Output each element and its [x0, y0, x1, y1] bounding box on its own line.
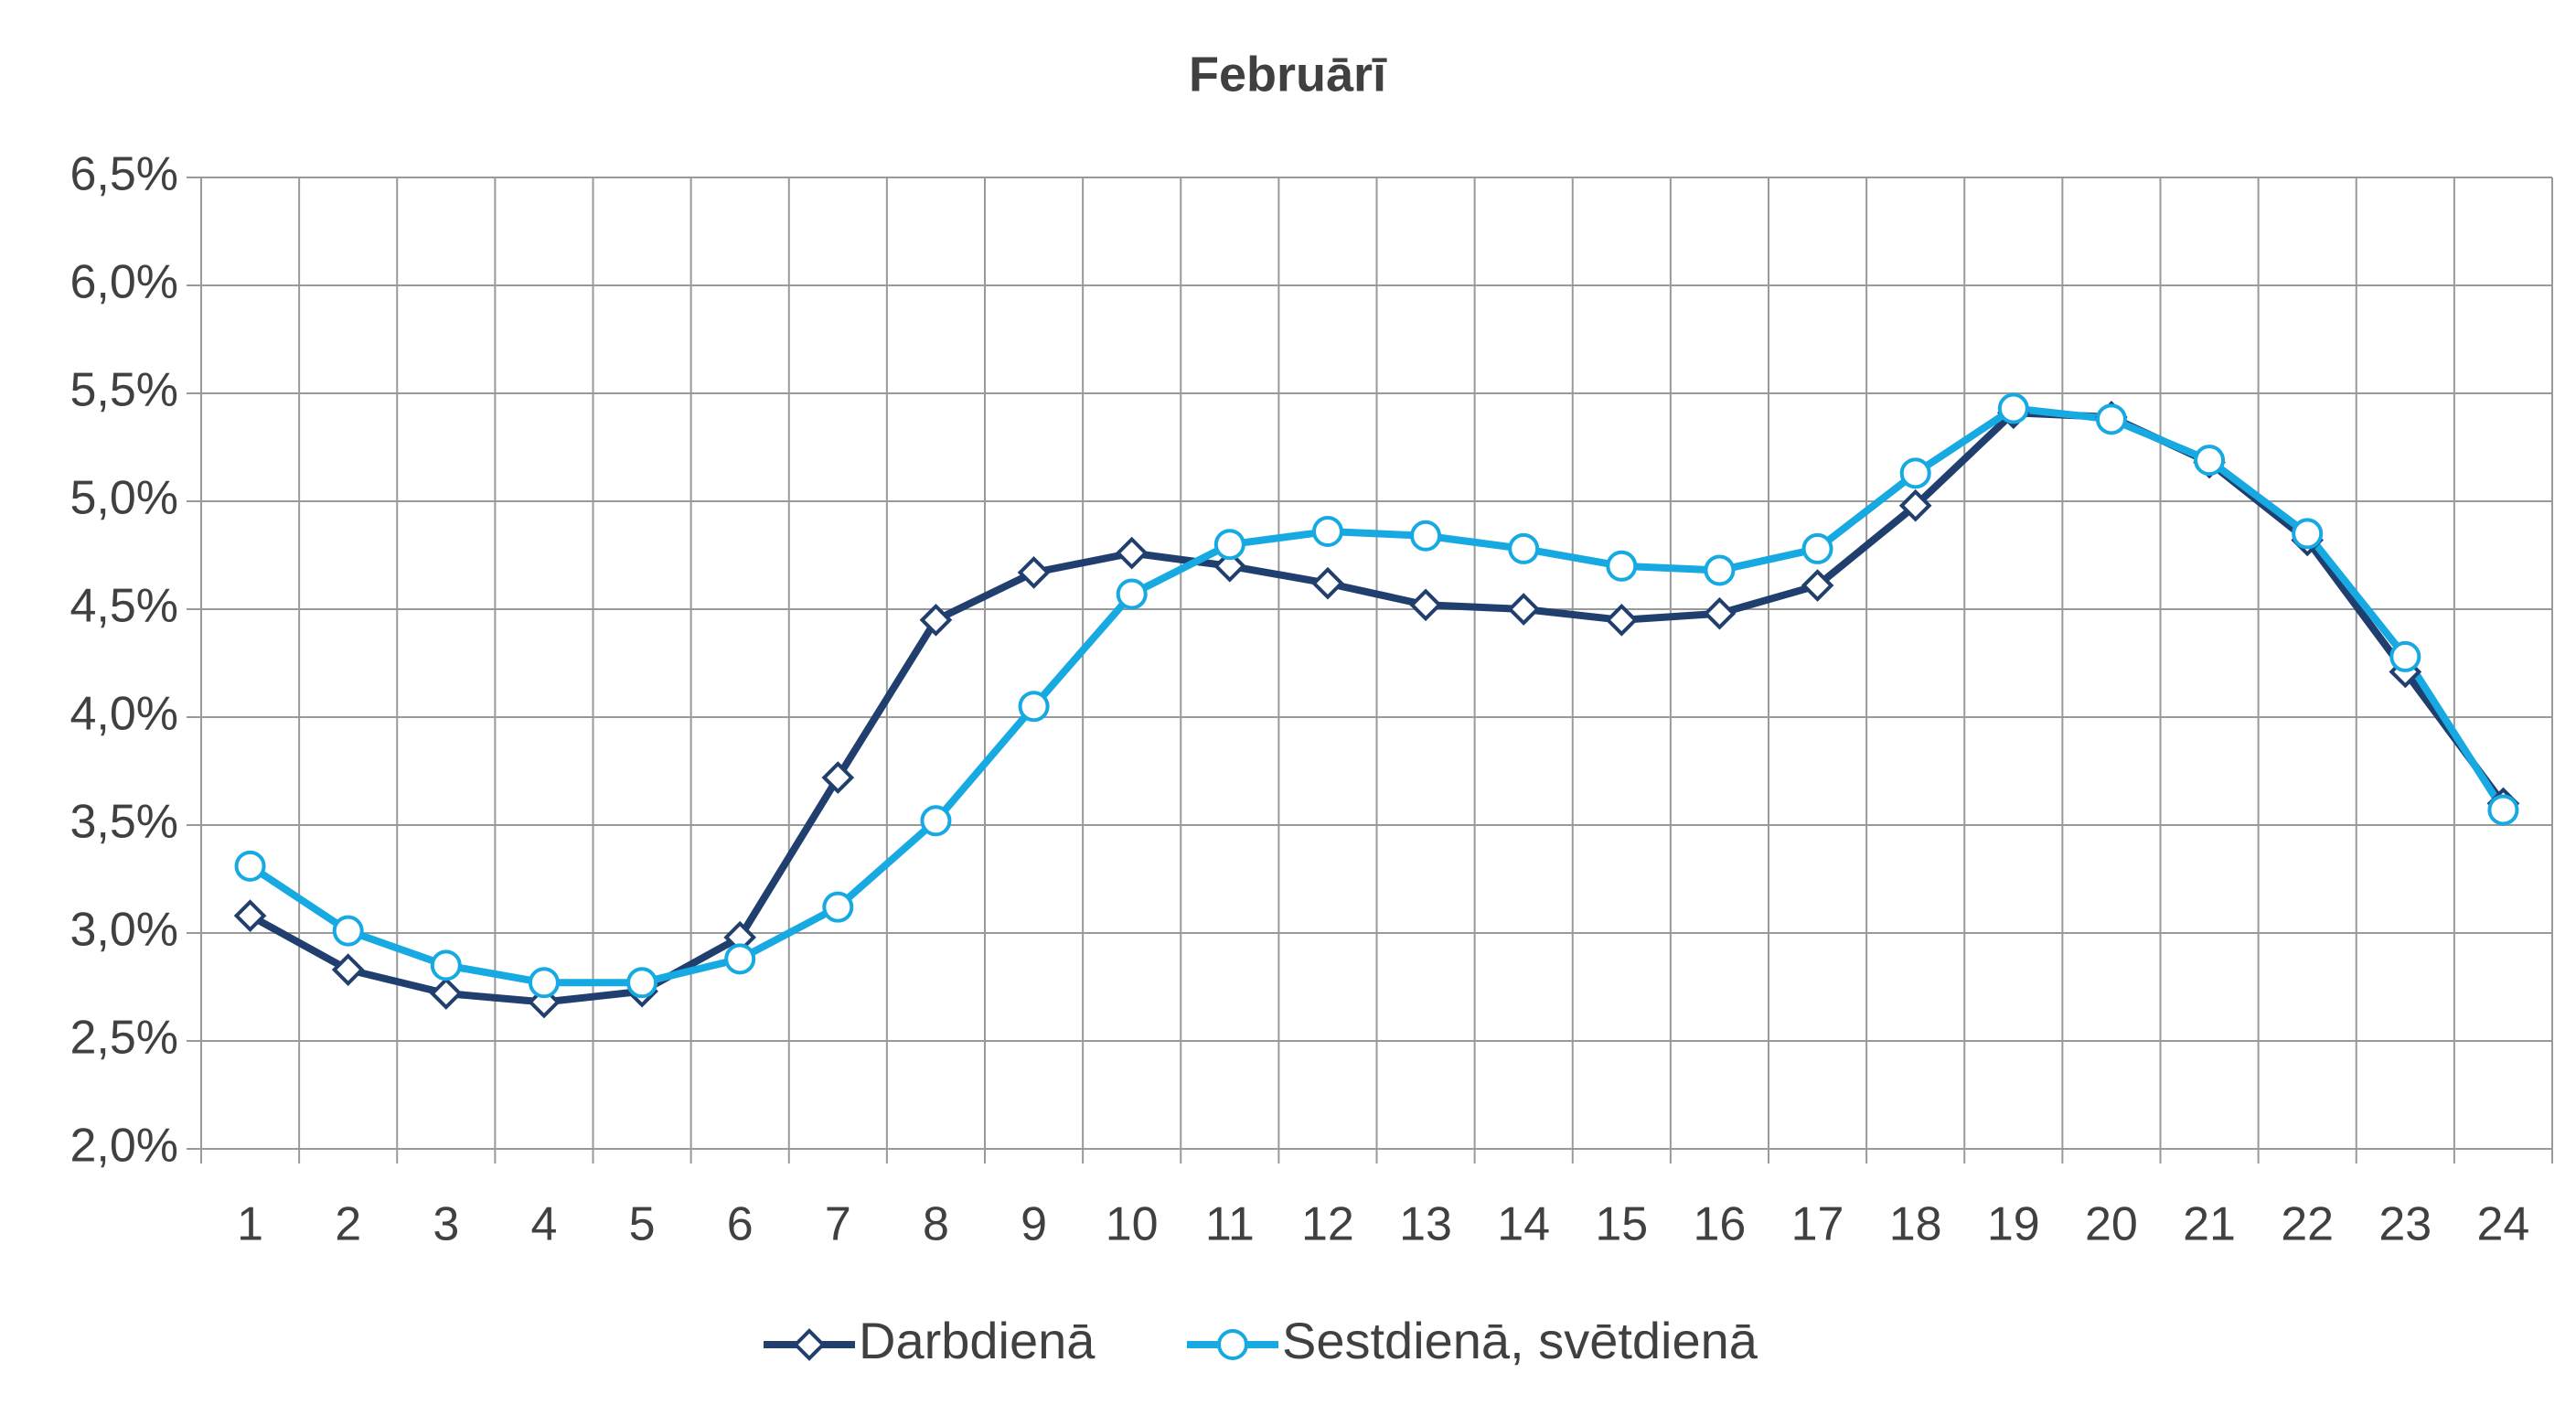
- data-point: [1409, 588, 1442, 622]
- y-tick-label: 2,5%: [69, 1012, 178, 1065]
- y-tick-label: 4,0%: [69, 688, 178, 741]
- x-tick-label: 19: [1987, 1198, 2040, 1251]
- x-tick-label: 8: [923, 1198, 949, 1251]
- data-point: [234, 850, 266, 882]
- chart-title: Februārī: [1189, 47, 1387, 102]
- data-point: [332, 915, 364, 947]
- y-tick-label: 4,5%: [69, 580, 178, 633]
- x-tick-label: 23: [2378, 1198, 2432, 1251]
- x-tick-label: 12: [1301, 1198, 1354, 1251]
- x-tick-label: 14: [1497, 1198, 1550, 1251]
- x-tick-label: 9: [1021, 1198, 1047, 1251]
- legend-marker: [793, 1328, 826, 1361]
- data-point: [1213, 529, 1245, 561]
- data-point: [1801, 569, 1834, 602]
- y-tick-label: 5,0%: [69, 472, 178, 525]
- data-point: [1311, 516, 1343, 548]
- data-point: [822, 891, 854, 923]
- data-point: [1703, 596, 1737, 630]
- y-tick-label: 2,0%: [69, 1120, 178, 1173]
- x-tick-label: 6: [727, 1198, 754, 1251]
- y-tick-label: 5,5%: [69, 364, 178, 417]
- x-tick-label: 22: [2281, 1198, 2334, 1251]
- y-tick-label: 3,5%: [69, 796, 178, 849]
- data-point: [331, 953, 365, 986]
- x-tick-label: 20: [2085, 1198, 2138, 1251]
- x-tick-label: 1: [237, 1198, 263, 1251]
- data-point: [1997, 392, 2029, 424]
- data-point: [1801, 532, 1833, 564]
- legend-label: Sestdienā, svētdienā: [1282, 1312, 1758, 1369]
- data-point: [528, 967, 560, 999]
- data-point: [2095, 403, 2127, 435]
- x-tick-label: 5: [629, 1198, 656, 1251]
- data-point: [2194, 445, 2226, 477]
- x-tick-label: 13: [1399, 1198, 1452, 1251]
- data-point: [1508, 532, 1540, 564]
- x-tick-label: 16: [1694, 1198, 1747, 1251]
- data-point: [1017, 556, 1051, 589]
- data-point: [1311, 566, 1344, 600]
- data-point: [2389, 640, 2421, 672]
- data-point: [724, 943, 756, 975]
- x-tick-label: 7: [825, 1198, 851, 1251]
- data-point: [429, 977, 463, 1010]
- x-tick-label: 24: [2477, 1198, 2530, 1251]
- data-point: [1606, 550, 1638, 582]
- data-point: [2292, 518, 2324, 550]
- data-point: [1507, 593, 1541, 626]
- data-point: [1213, 549, 1246, 583]
- x-tick-label: 11: [1205, 1198, 1255, 1251]
- x-tick-label: 18: [1889, 1198, 1942, 1251]
- legend-label: Darbdienā: [859, 1312, 1096, 1369]
- data-point: [1410, 520, 1442, 552]
- data-point: [1115, 536, 1149, 570]
- data-point: [1018, 691, 1050, 723]
- data-point: [233, 899, 267, 932]
- data-point: [821, 761, 855, 794]
- data-point: [1704, 554, 1736, 586]
- x-tick-label: 10: [1106, 1198, 1159, 1251]
- data-point: [1898, 488, 1932, 522]
- y-tick-label: 6,0%: [69, 256, 178, 309]
- data-point: [430, 949, 462, 981]
- x-tick-label: 15: [1595, 1198, 1648, 1251]
- x-tick-label: 2: [335, 1198, 361, 1251]
- data-point: [1116, 578, 1148, 610]
- data-point: [626, 967, 658, 999]
- data-point: [920, 805, 952, 837]
- data-point: [1605, 603, 1639, 637]
- x-tick-label: 3: [433, 1198, 459, 1251]
- y-tick-label: 3,0%: [69, 904, 178, 957]
- x-tick-label: 17: [1791, 1198, 1844, 1251]
- series-line: [248, 404, 2507, 987]
- data-point: [1899, 457, 1931, 489]
- x-tick-label: 4: [530, 1198, 557, 1251]
- data-point: [2487, 794, 2519, 826]
- data-point: [919, 603, 953, 637]
- legend-marker: [1217, 1329, 1248, 1360]
- x-tick-label: 21: [2183, 1198, 2236, 1251]
- y-tick-label: 6,5%: [69, 148, 178, 201]
